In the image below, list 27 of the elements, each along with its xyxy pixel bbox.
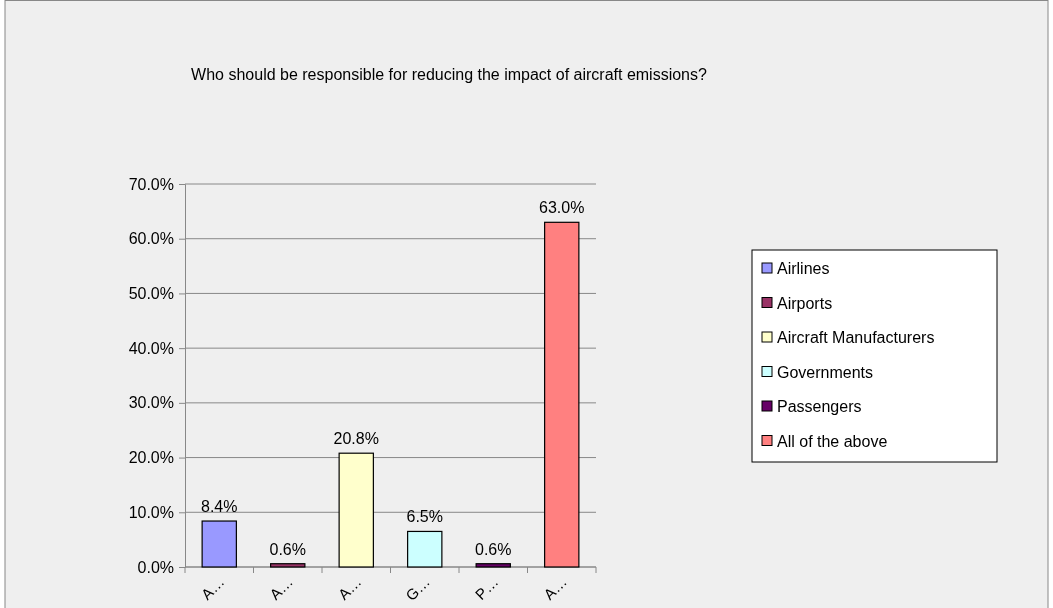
x-tick-label: A… [540,573,570,603]
x-tick-label: P… [471,573,502,603]
legend-label: Airports [777,294,833,312]
x-tick-label: A… [334,573,365,603]
legend-label: Airlines [777,260,830,277]
y-tick-label: 30.0% [128,394,174,412]
chart-title: Who should be responsible for reducing the impact of aircraft emissions? [191,66,708,83]
data-label: 0.6% [269,540,306,558]
y-tick-label: 60.0% [128,230,174,248]
data-label: 8.4% [201,498,238,516]
x-tick-label: G… [401,573,433,604]
legend-label: Aircraft Manufacturers [777,329,935,346]
data-label: 6.5% [406,508,443,526]
y-tick-label: 10.0% [128,503,174,521]
legend-label: Passengers [777,398,862,415]
y-tick-label: 0.0% [137,558,174,576]
y-tick-label: 50.0% [128,285,174,303]
legend-label: Governments [777,363,874,381]
data-label: 0.6% [475,540,512,558]
x-tick-label: A… [266,573,296,603]
legend-label: All of the above [777,432,888,450]
x-tick-label: A… [197,573,228,603]
y-tick-label: 70.0% [128,175,174,193]
y-tick-label: 40.0% [128,339,174,357]
data-label: 20.8% [333,430,379,448]
data-label: 63.0% [539,199,585,217]
y-tick-label: 20.0% [128,449,174,467]
